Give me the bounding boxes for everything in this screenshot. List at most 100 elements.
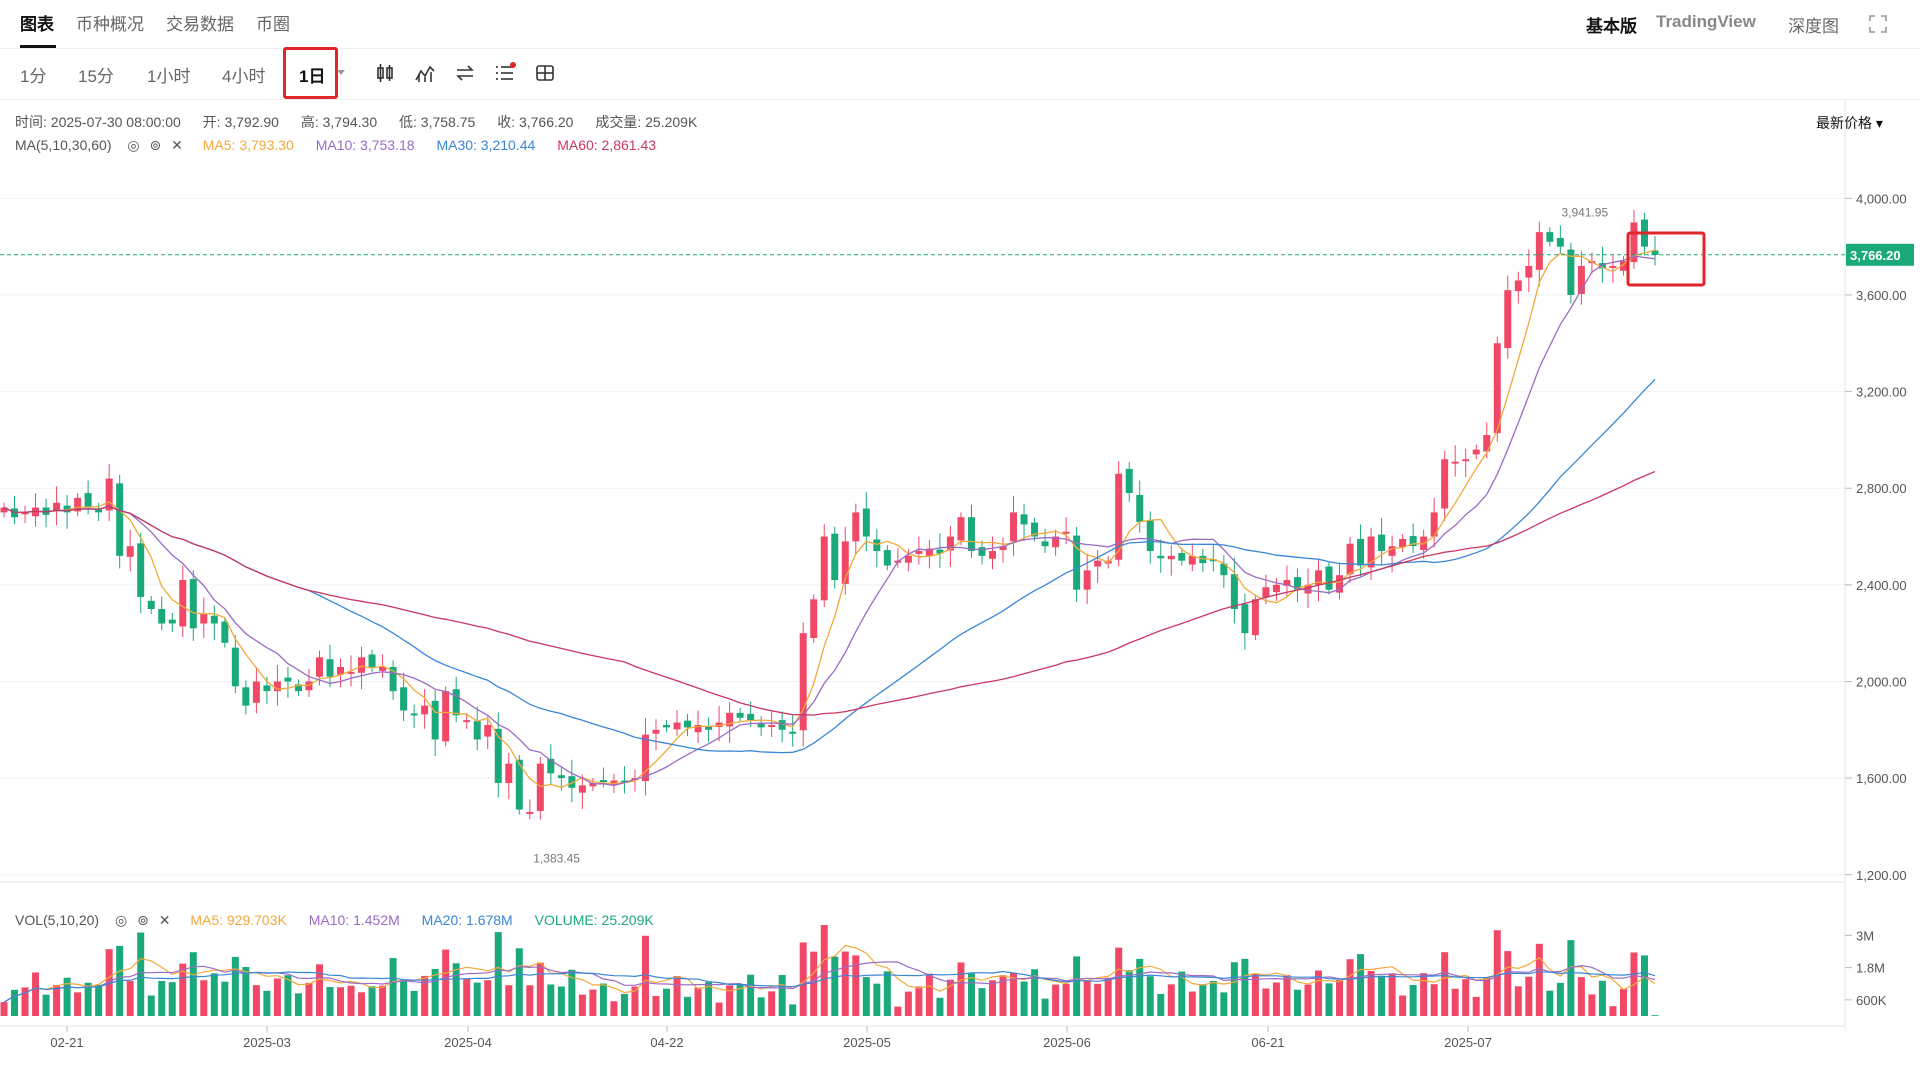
- volume-bar: [862, 977, 870, 1016]
- candle-body: [1409, 536, 1417, 547]
- candle-body: [1346, 543, 1354, 575]
- candle-body: [1609, 265, 1617, 268]
- price-axis-label: 1,200.00: [1856, 868, 1907, 883]
- volume-bar: [1556, 982, 1564, 1016]
- layout-icon[interactable]: [534, 62, 556, 84]
- candle-body: [862, 508, 870, 537]
- current-price-label: 3,766.20: [1850, 248, 1901, 263]
- candle-body: [494, 728, 502, 783]
- volume-bar: [526, 985, 534, 1016]
- timeframe-dropdown-icon[interactable]: [337, 70, 345, 76]
- candlestick-type-icon[interactable]: [374, 62, 396, 84]
- info-high: 高: 3,794.30: [300, 114, 378, 130]
- timeframe-15m[interactable]: 15分: [78, 67, 114, 86]
- candle-body: [1483, 435, 1491, 452]
- tab-depth[interactable]: 深度图: [1788, 17, 1839, 36]
- volume-bar: [1399, 995, 1407, 1016]
- volume-bar: [368, 986, 376, 1016]
- candle-body: [578, 785, 586, 793]
- ohlc-info: 时间: 2025-07-30 08:00:00 开: 3,792.90 高: 3…: [15, 112, 715, 132]
- tab-tradingview[interactable]: TradingView: [1656, 12, 1756, 31]
- volume-bar: [1136, 958, 1144, 1016]
- volume-bar: [53, 985, 61, 1016]
- candle-body: [599, 780, 607, 783]
- price-axis-label: 2,000.00: [1856, 674, 1907, 689]
- vol-close-icon[interactable]: ✕: [158, 912, 171, 928]
- ma-eye-icon[interactable]: ◎: [127, 137, 140, 153]
- candle-body: [536, 763, 544, 811]
- volume-bar: [200, 980, 208, 1016]
- candle-body: [294, 684, 302, 692]
- volume-bar: [1314, 970, 1322, 1016]
- candle-body: [915, 551, 923, 554]
- volume-bar: [999, 975, 1007, 1016]
- candle-body: [1493, 343, 1501, 434]
- indicator-icon[interactable]: [414, 62, 436, 84]
- candle-body: [673, 722, 681, 730]
- fullscreen-icon[interactable]: [1868, 14, 1888, 34]
- vol-ma10-line: [3, 961, 1656, 1003]
- volume-bar: [1178, 971, 1186, 1016]
- tab-coin-overview[interactable]: 币种概况: [76, 15, 144, 34]
- candle-body: [589, 782, 597, 787]
- candle-body: [831, 533, 839, 581]
- candle-body: [715, 722, 723, 727]
- volume-bar: [1241, 958, 1249, 1016]
- candle-body: [705, 725, 713, 730]
- timeframe-1h[interactable]: 1小时: [147, 67, 191, 86]
- ma10-value: MA10: 3,753.18: [315, 137, 415, 153]
- candle-body: [389, 666, 397, 692]
- volume-bar: [599, 983, 607, 1016]
- candle-body: [1388, 546, 1396, 556]
- volume-bar: [105, 949, 113, 1016]
- candle-body: [1556, 237, 1564, 247]
- timeframe-highlight-box: [283, 47, 338, 99]
- price-mode-select[interactable]: 最新价格 ▾: [1816, 115, 1883, 131]
- volume-bar: [1272, 982, 1280, 1016]
- candle-body: [1209, 559, 1217, 562]
- ma-settings-icon[interactable]: ⊚: [149, 137, 162, 153]
- candle-body: [757, 723, 765, 728]
- volume-bar: [1041, 998, 1049, 1016]
- candle-body: [946, 536, 954, 551]
- volume-bar: [610, 1001, 618, 1016]
- volume-bar: [1304, 984, 1312, 1016]
- tab-trading-data[interactable]: 交易数据: [166, 15, 234, 34]
- volume-bar: [694, 987, 702, 1016]
- swap-icon[interactable]: [454, 62, 476, 84]
- volume-bar: [21, 987, 29, 1016]
- volume-bar: [1115, 947, 1123, 1016]
- volume-bar: [1535, 943, 1543, 1016]
- list-settings-icon[interactable]: [494, 62, 516, 84]
- tab-coin-circle[interactable]: 币圈: [256, 15, 290, 34]
- tab-basic[interactable]: 基本版: [1586, 17, 1637, 36]
- volume-bar: [1167, 984, 1175, 1016]
- volume-bar: [389, 958, 397, 1016]
- candle-body: [694, 724, 702, 733]
- candle-body: [1167, 555, 1175, 560]
- candle-body: [799, 633, 807, 731]
- volume-bar: [1125, 970, 1133, 1016]
- tab-chart[interactable]: 图表: [20, 15, 54, 34]
- current-price-tag: [1846, 243, 1914, 266]
- ma-close-icon[interactable]: ✕: [171, 137, 183, 153]
- candle-body: [1514, 280, 1522, 292]
- volume-bar: [946, 979, 954, 1016]
- volume-bar: [273, 978, 281, 1016]
- volume-bar: [557, 986, 565, 1016]
- info-time: 时间: 2025-07-30 08:00:00: [15, 114, 181, 130]
- candle-body: [736, 712, 744, 718]
- vol-settings-icon[interactable]: ⊚: [137, 912, 149, 928]
- vol-eye-icon[interactable]: ◎: [114, 912, 128, 928]
- candle-body: [368, 654, 376, 667]
- volume-bar: [1052, 984, 1060, 1016]
- volume-bar: [536, 962, 544, 1016]
- timeframe-4h[interactable]: 4小时: [222, 67, 266, 86]
- volume-bar: [84, 982, 92, 1016]
- timeframe-1m[interactable]: 1分: [20, 67, 47, 86]
- volume-bar: [1619, 988, 1627, 1016]
- volume-bar: [1451, 988, 1459, 1016]
- timeframe-1d[interactable]: 1日: [299, 67, 326, 86]
- candle-body: [1094, 560, 1102, 567]
